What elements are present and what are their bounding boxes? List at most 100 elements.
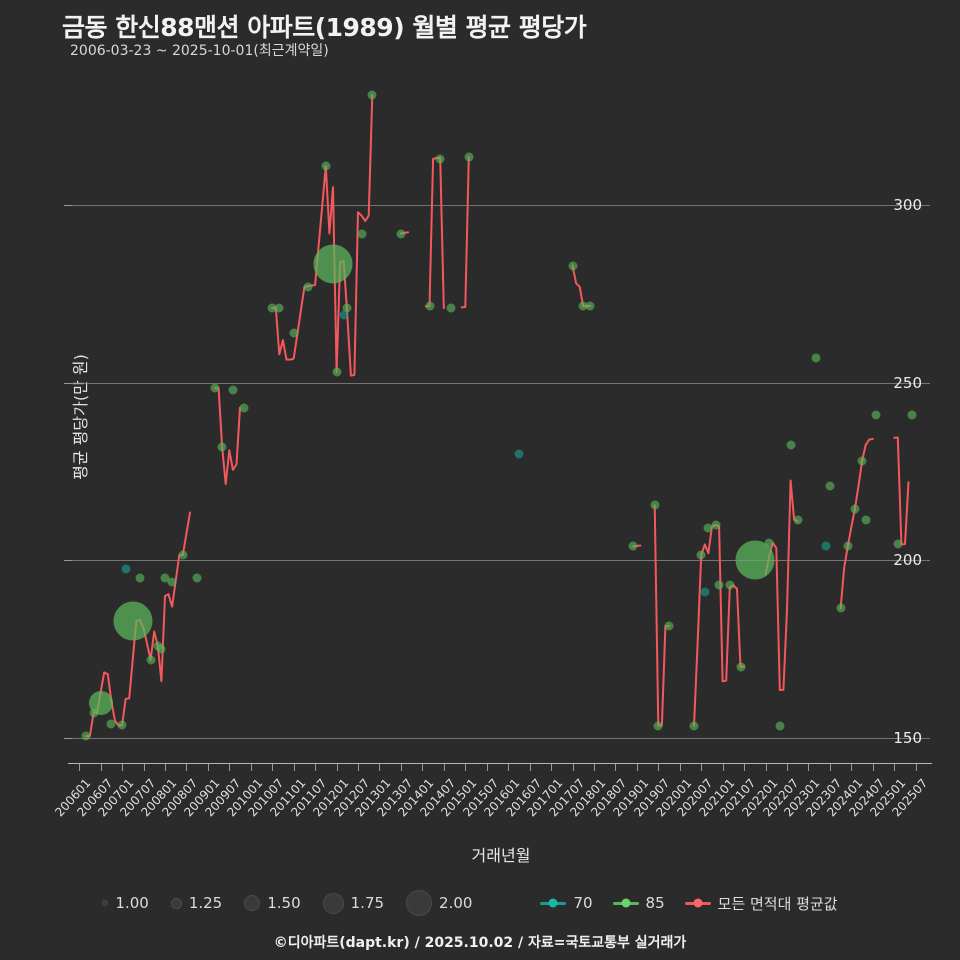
scatter-point	[793, 515, 803, 525]
legend-size-label: 1.25	[188, 894, 223, 912]
x-axis-tick	[808, 764, 810, 771]
y-gridline	[72, 560, 930, 562]
avg-price-line	[893, 436, 910, 546]
x-axis-tick	[229, 764, 231, 771]
y-axis-tick	[64, 382, 72, 384]
y-axis-label: 200	[893, 551, 922, 570]
x-axis-tick	[529, 764, 531, 771]
x-axis-tick	[315, 764, 317, 771]
x-axis-tick	[679, 764, 681, 771]
scatter-point	[367, 90, 377, 100]
x-axis-tick	[186, 764, 188, 771]
legend-size-label: 1.00	[115, 894, 149, 912]
x-axis-tick	[379, 764, 381, 771]
chart-legend: 1.00 1.25 1.50 1.75 2.00 70 85 모든 면적대 평균값	[0, 880, 960, 926]
scatter-point	[446, 303, 456, 313]
legend-bubble-icon	[406, 890, 433, 916]
legend-series-item[interactable]: 70	[540, 894, 593, 912]
legend-size-label: 1.50	[267, 894, 301, 912]
scatter-point	[653, 721, 663, 731]
y-axis-label: 300	[893, 196, 922, 215]
x-axis-tick	[551, 764, 553, 771]
x-axis-tick	[722, 764, 724, 771]
scatter-point	[81, 731, 91, 741]
y-axis-tick	[64, 738, 72, 740]
legend-series-item[interactable]: 모든 면적대 평균값	[684, 893, 838, 914]
scatter-point	[857, 456, 867, 466]
scatter-point	[664, 621, 674, 631]
x-axis-tick	[100, 764, 102, 771]
scatter-point	[313, 244, 353, 284]
legend-size-label: 1.75	[350, 894, 385, 912]
scatter-point	[861, 515, 871, 525]
legend-size-item[interactable]: 1.25	[170, 894, 223, 912]
legend-series-item[interactable]: 85	[612, 894, 665, 912]
legend-series-label: 70	[573, 894, 593, 912]
scatter-point	[117, 720, 127, 730]
avg-price-line	[460, 156, 470, 309]
y-gridline	[72, 205, 930, 207]
legend-size-item[interactable]: 2.00	[406, 890, 472, 916]
scatter-point	[850, 504, 860, 514]
x-axis-tick	[787, 764, 788, 771]
legend-size-item[interactable]: 1.50	[244, 894, 301, 912]
scatter-point	[121, 564, 131, 574]
x-axis-tick	[443, 764, 445, 771]
x-axis-tick	[486, 764, 488, 771]
scatter-point	[106, 719, 116, 729]
y-axis-label: 150	[893, 729, 922, 748]
scatter-point	[425, 301, 434, 311]
x-axis-tick	[358, 764, 359, 771]
x-axis-tick	[164, 764, 166, 771]
x-axis-tick	[250, 764, 252, 771]
legend-series-label: 모든 면적대 평균값	[717, 894, 838, 913]
y-axis-tick	[64, 560, 72, 562]
scatter-point	[332, 367, 342, 377]
avg-price-line	[653, 504, 670, 727]
legend-size-item[interactable]: 1.75	[322, 892, 385, 914]
x-axis-tick	[336, 764, 338, 771]
legend-size-item[interactable]: 1.00	[102, 894, 149, 912]
scatter-point	[696, 550, 706, 560]
scatter-point	[907, 410, 917, 420]
scatter-point	[836, 603, 846, 613]
scatter-point	[303, 282, 313, 292]
x-axis-tick	[465, 764, 467, 771]
x-axis-tick	[829, 764, 831, 771]
avg-price-line	[271, 93, 374, 377]
scatter-point	[339, 310, 349, 320]
scatter-point	[464, 152, 474, 162]
x-axis-tick	[636, 764, 638, 771]
scatter-point	[736, 662, 745, 672]
scatter-point	[825, 481, 835, 491]
x-axis-tick	[422, 764, 424, 771]
scatter-point	[568, 261, 577, 270]
x-axis-tick	[872, 764, 874, 771]
scatter-point	[628, 541, 638, 551]
avg-price-line	[424, 156, 445, 310]
x-axis-tick	[143, 764, 145, 771]
y-axis-label: 250	[893, 373, 922, 392]
avg-price-line	[764, 479, 799, 692]
scatter-point	[735, 540, 775, 580]
scatter-point	[514, 449, 524, 459]
scatter-point	[210, 383, 220, 393]
scatter-point	[775, 721, 785, 731]
x-axis-tick	[122, 764, 124, 771]
x-axis-tick	[915, 764, 917, 771]
x-axis-tick	[744, 764, 746, 771]
scatter-point	[821, 541, 831, 551]
scatter-point	[217, 442, 227, 452]
legend-bubble-icon	[102, 900, 109, 906]
scatter-point	[893, 539, 903, 549]
scatter-point	[146, 655, 156, 665]
x-axis-tick	[293, 764, 295, 771]
legend-bubble-icon	[322, 892, 344, 914]
legend-line-icon	[684, 901, 711, 905]
avg-price-line	[571, 264, 592, 308]
scatter-point	[357, 229, 367, 238]
x-axis-tick	[508, 764, 510, 771]
scatter-point	[871, 410, 881, 420]
scatter-point	[689, 721, 699, 731]
